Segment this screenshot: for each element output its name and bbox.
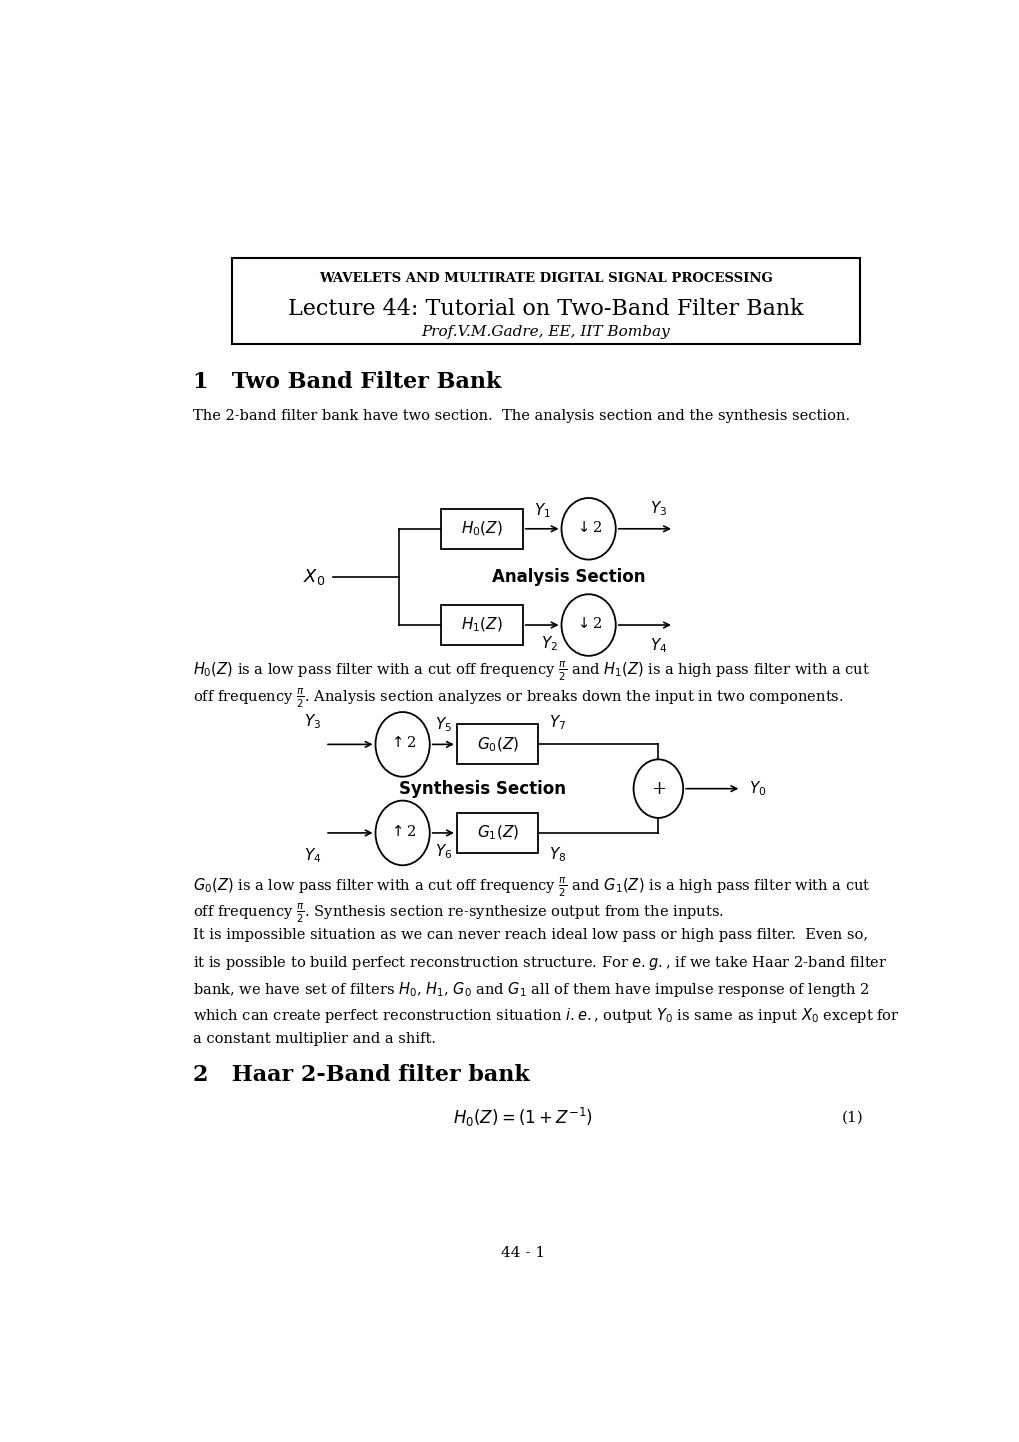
Text: Synthesis Section: Synthesis Section	[398, 780, 566, 797]
Bar	[441, 606, 523, 645]
Text: off frequency $\frac{\pi}{2}$. Analysis section analyzes or breaks down the inpu: off frequency $\frac{\pi}{2}$. Analysis …	[194, 686, 844, 709]
Text: $H_0(Z)$: $H_0(Z)$	[461, 519, 502, 538]
Text: WAVELETS AND MULTIRATE DIGITAL SIGNAL PROCESSING: WAVELETS AND MULTIRATE DIGITAL SIGNAL PR…	[319, 271, 772, 284]
Bar	[457, 813, 538, 854]
Ellipse shape	[375, 800, 429, 865]
Text: $Y_8$: $Y_8$	[548, 845, 566, 864]
Text: a constant multiplier and a shift.: a constant multiplier and a shift.	[194, 1032, 436, 1047]
Text: $H_1(Z)$: $H_1(Z)$	[461, 616, 502, 634]
Bar	[232, 258, 859, 345]
Text: $Y_5$: $Y_5$	[434, 715, 451, 734]
Text: $Y_1$: $Y_1$	[533, 500, 550, 519]
Text: 1   Two Band Filter Bank: 1 Two Band Filter Bank	[194, 371, 501, 392]
Bar	[457, 724, 538, 764]
Text: $Y_4$: $Y_4$	[304, 846, 321, 865]
Text: The 2-band filter bank have two section.  The analysis section and the synthesis: The 2-band filter bank have two section.…	[194, 410, 850, 424]
Text: $Y_3$: $Y_3$	[649, 499, 666, 518]
Text: $Y_4$: $Y_4$	[649, 636, 666, 655]
Text: $\uparrow$2: $\uparrow$2	[388, 735, 416, 750]
Text: $\downarrow$2: $\downarrow$2	[574, 519, 602, 535]
Text: off frequency $\frac{\pi}{2}$. Synthesis section re-synthesize output from the i: off frequency $\frac{\pi}{2}$. Synthesis…	[194, 901, 723, 924]
Ellipse shape	[560, 497, 615, 559]
Text: Prof.V.M.Gadre, EE, IIT Bombay: Prof.V.M.Gadre, EE, IIT Bombay	[421, 324, 669, 339]
Bar	[441, 509, 523, 549]
Text: $Y_3$: $Y_3$	[304, 712, 321, 731]
Text: $\uparrow$2: $\uparrow$2	[388, 823, 416, 839]
Ellipse shape	[633, 760, 683, 818]
Text: 44 - 1: 44 - 1	[500, 1246, 544, 1259]
Text: 2   Haar 2-Band filter bank: 2 Haar 2-Band filter bank	[194, 1064, 530, 1086]
Text: $Y_7$: $Y_7$	[548, 714, 566, 733]
Text: $Y_0$: $Y_0$	[748, 779, 765, 797]
Text: which can create perfect reconstruction situation $i.e.$, output $Y_0$ is same a: which can create perfect reconstruction …	[194, 1007, 899, 1025]
Text: $Y_2$: $Y_2$	[541, 634, 557, 653]
Text: +: +	[650, 780, 665, 797]
Text: $H_0(Z) = (1 + Z^{-1})$: $H_0(Z) = (1 + Z^{-1})$	[452, 1106, 592, 1129]
Text: it is possible to build perfect reconstruction structure. For $e.g.$, if we take: it is possible to build perfect reconstr…	[194, 953, 887, 972]
Text: $G_0(Z)$ is a low pass filter with a cut off frequency $\frac{\pi}{2}$ and $G_1(: $G_0(Z)$ is a low pass filter with a cut…	[194, 875, 870, 898]
Text: Lecture 44: Tutorial on Two-Band Filter Bank: Lecture 44: Tutorial on Two-Band Filter …	[288, 298, 803, 320]
Text: $G_0(Z)$: $G_0(Z)$	[476, 735, 518, 754]
Ellipse shape	[375, 712, 429, 777]
Text: $G_1(Z)$: $G_1(Z)$	[476, 823, 518, 842]
Text: $H_0(Z)$ is a low pass filter with a cut off frequency $\frac{\pi}{2}$ and $H_1(: $H_0(Z)$ is a low pass filter with a cut…	[194, 659, 869, 684]
Text: bank, we have set of filters $H_0$, $H_1$, $G_0$ and $G_1$ all of them have impu: bank, we have set of filters $H_0$, $H_1…	[194, 981, 869, 999]
Text: $Y_6$: $Y_6$	[434, 842, 451, 861]
Text: $X_0$: $X_0$	[303, 567, 325, 587]
Text: It is impossible situation as we can never reach ideal low pass or high pass fil: It is impossible situation as we can nev…	[194, 927, 867, 942]
Ellipse shape	[560, 594, 615, 656]
Text: Analysis Section: Analysis Section	[492, 568, 645, 585]
Text: (1): (1)	[841, 1110, 863, 1125]
Text: $\downarrow$2: $\downarrow$2	[574, 616, 602, 632]
